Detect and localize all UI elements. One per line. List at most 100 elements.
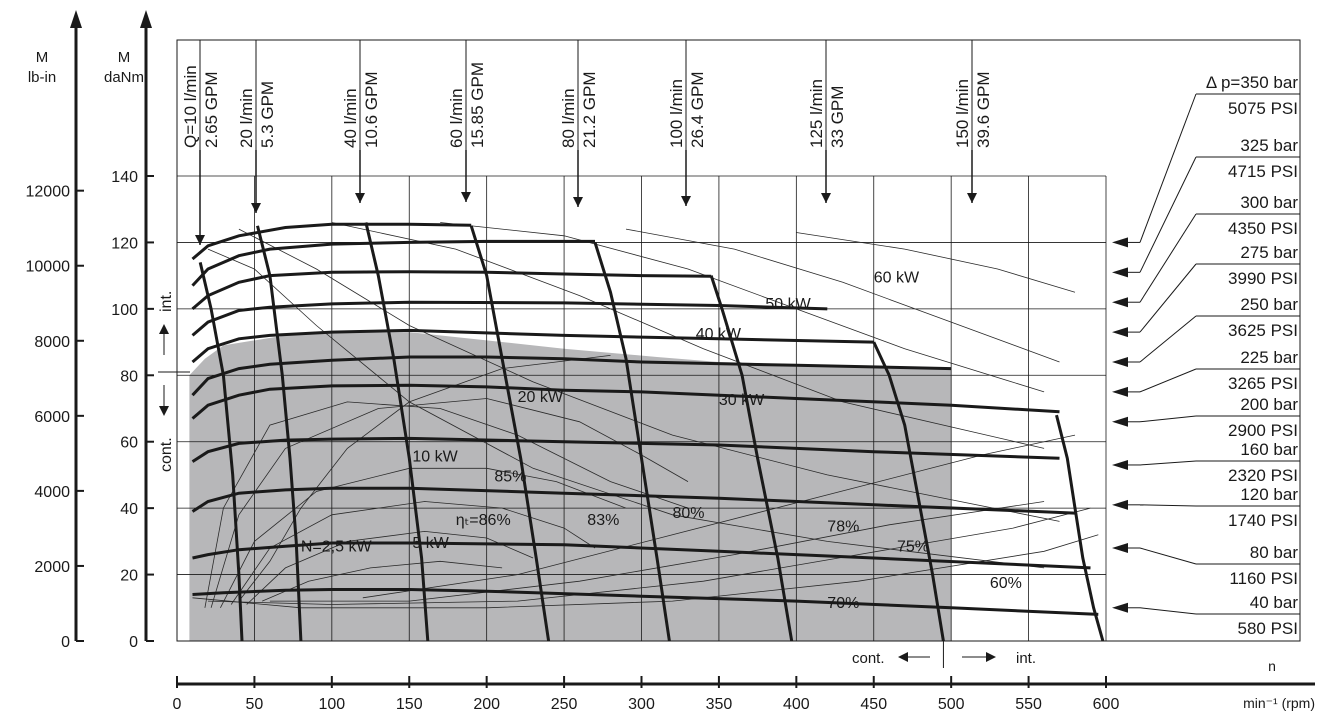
contour-line: [207, 507, 1091, 605]
pressure-label-psi: 2900 PSI: [1228, 421, 1298, 440]
flow-line: [469, 225, 551, 642]
pressure-leader: [1139, 607, 1197, 615]
pressure-line: [191, 300, 828, 337]
axis-speed-tick-label: 550: [1015, 696, 1042, 713]
pressure-line: [191, 328, 874, 364]
pressure-line: [192, 541, 1091, 570]
axis-daNm-arrow: [140, 10, 152, 28]
efficiency-label: 60%: [990, 575, 1022, 592]
contour-line: [331, 222, 1045, 449]
pressure-label-psi: 3625 PSI: [1228, 321, 1298, 340]
axis-daNm-tick-label: 100: [111, 302, 138, 319]
flow-line: [1055, 414, 1105, 642]
int-arrow: [159, 324, 169, 334]
flow-line: [709, 275, 794, 642]
pressure-leader: [1139, 504, 1197, 507]
flow-label: 40 l/min: [341, 88, 360, 148]
pressure-arrow: [1112, 416, 1128, 427]
pressure-line: [191, 383, 1060, 420]
bottom-cont-arrow: [898, 652, 908, 662]
pressure-arrow: [1112, 297, 1128, 308]
flow-sublabel: 5.3 GPM: [258, 81, 277, 148]
pressure-leader: [1139, 368, 1197, 393]
flow-arrow: [355, 193, 365, 203]
pressure-leader: [1139, 547, 1197, 565]
pressure-line: [191, 355, 952, 397]
axis-lbin-label-bottom: lb-in: [28, 69, 56, 86]
pressure-leader: [1139, 93, 1197, 243]
pressure-line: [191, 222, 472, 261]
flow-label: 80 l/min: [559, 88, 578, 148]
pressure-label-bar: Δ p=350 bar: [1206, 73, 1299, 92]
flow-arrow: [967, 193, 977, 203]
flow-label: 125 l/min: [807, 79, 826, 148]
pressure-label-bar: 325 bar: [1240, 136, 1298, 155]
axis-speed-tick-label: 300: [628, 696, 655, 713]
pressure-label-bar: 160 bar: [1240, 440, 1298, 459]
flow-label: 60 l/min: [447, 88, 466, 148]
efficiency-label: 70%: [827, 595, 859, 612]
pressure-label-psi: 5075 PSI: [1228, 99, 1298, 118]
pressure-label-psi: 3990 PSI: [1228, 269, 1298, 288]
pressure-arrow: [1112, 327, 1128, 338]
flow-arrow: [821, 193, 831, 203]
flow-arrow: [573, 197, 583, 207]
pressure-label-psi: 3265 PSI: [1228, 374, 1298, 393]
pressure-label-bar: 275 bar: [1240, 243, 1298, 262]
power-label: 30 kW: [719, 392, 765, 409]
flow-sublabel: 26.4 GPM: [688, 71, 707, 148]
axis-lbin-tick-label: 4000: [34, 484, 70, 501]
axis-daNm-label-bottom: daNm: [104, 69, 144, 86]
power-label: 10 kW: [412, 449, 458, 466]
axis-speed-tick-label: 100: [318, 696, 345, 713]
flow-arrow: [251, 203, 261, 213]
bottom-int-arrow: [986, 652, 996, 662]
flow-line: [364, 222, 430, 642]
axis-daNm-tick-label: 20: [120, 568, 138, 585]
axis-speed-tick-label: 0: [173, 696, 182, 713]
axis-daNm-tick-label: 140: [111, 169, 138, 186]
axis-daNm-tick-label: 60: [120, 435, 138, 452]
pressure-leader: [1139, 263, 1197, 333]
flow-sublabel: 21.2 GPM: [580, 71, 599, 148]
axis-speed-tick-label: 400: [783, 696, 810, 713]
pressure-leader: [1139, 315, 1197, 363]
axis-speed-label-bottom: min⁻¹ (rpm): [1243, 695, 1315, 711]
efficiency-label: ηₜ=86%: [456, 512, 511, 529]
flow-sublabel: 33 GPM: [828, 86, 847, 148]
axis-lbin-label-top: M: [36, 49, 49, 66]
pressure-line: [191, 486, 1076, 515]
axis-speed-tick-label: 250: [551, 696, 578, 713]
axis-lbin-tick-label: 6000: [34, 409, 70, 426]
efficiency-label: 83%: [587, 512, 619, 529]
bottom-int-label: int.: [1016, 650, 1036, 667]
contour-line: [440, 222, 1045, 393]
cont-arrow: [159, 406, 169, 416]
pressure-label-bar: 40 bar: [1250, 593, 1299, 612]
pressure-label-bar: 200 bar: [1240, 395, 1298, 414]
chart-frame: [176, 39, 1301, 642]
power-label: 5 kW: [412, 535, 449, 552]
flow-line: [256, 225, 303, 642]
contour-line: [238, 228, 1060, 522]
pressure-line: [191, 239, 595, 287]
pressure-arrow: [1112, 602, 1128, 613]
axis-speed-tick-label: 150: [396, 696, 423, 713]
contour-line: [796, 232, 1076, 293]
int-label: int.: [158, 291, 175, 312]
pressure-label-psi: 2320 PSI: [1228, 466, 1298, 485]
axis-lbin-tick-label: 8000: [34, 334, 70, 351]
pressure-leader: [1139, 156, 1197, 273]
pressure-label-bar: 250 bar: [1240, 295, 1298, 314]
axis-speed-tick-label: 450: [860, 696, 887, 713]
pressure-line: [191, 270, 712, 311]
pressure-arrow: [1112, 357, 1128, 367]
flow-arrow: [681, 196, 691, 206]
flow-arrow: [461, 192, 471, 202]
axis-speed-tick-label: 200: [473, 696, 500, 713]
pressure-line: [192, 588, 1099, 616]
pressure-label-psi: 4350 PSI: [1228, 219, 1298, 238]
pressure-line: [191, 436, 1060, 463]
